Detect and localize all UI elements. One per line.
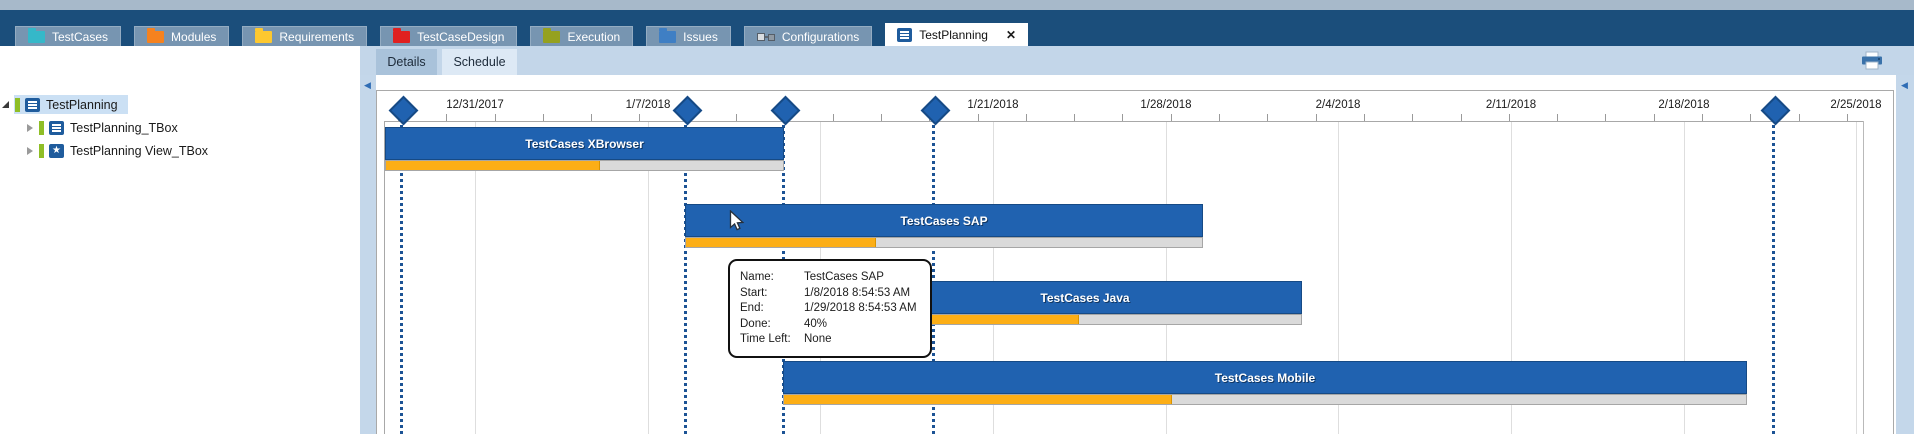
- tab-testcases[interactable]: TestCases: [15, 26, 121, 46]
- folder-icon: [543, 31, 560, 43]
- tree-item-testplanning-tbox[interactable]: TestPlanning_TBox: [27, 118, 188, 137]
- expander-expanded-icon[interactable]: [2, 101, 9, 108]
- tab-label: Requirements: [279, 30, 354, 44]
- tab-modules[interactable]: Modules: [134, 26, 229, 46]
- gantt-bar-label: TestCases XBrowser: [525, 137, 644, 151]
- right-collapse-arrow-icon[interactable]: ◀: [1901, 78, 1908, 92]
- status-marker: [15, 98, 20, 112]
- window-top-strip: [0, 0, 1914, 10]
- plot-left-border: [384, 121, 385, 434]
- folder-icon: [659, 31, 676, 43]
- tree-splitter[interactable]: ◀: [360, 75, 376, 434]
- tree-item-testplanning[interactable]: TestPlanning: [2, 95, 128, 114]
- gantt-bar-testcases-sap[interactable]: TestCases SAP: [685, 204, 1203, 237]
- print-icon: [1859, 51, 1885, 71]
- tree-item-content[interactable]: TestPlanning_TBox: [38, 118, 188, 137]
- subtab-schedule[interactable]: Schedule: [442, 49, 517, 75]
- configurations-icon: [757, 32, 775, 42]
- project-tree-panel: TestPlanning TestPlanning_TBox ★ TestPlanni…: [0, 46, 360, 434]
- tab-testcasedesign[interactable]: TestCaseDesign: [380, 26, 517, 46]
- tab-label: TestPlanning: [919, 28, 988, 42]
- tree-item-label: TestPlanning View_TBox: [70, 144, 208, 158]
- timeline-axis: [384, 121, 1863, 122]
- tree-item-label: TestPlanning_TBox: [70, 121, 178, 135]
- view-icon: ★: [49, 144, 64, 158]
- expander-collapsed-icon[interactable]: [27, 124, 33, 132]
- folder-icon: [255, 31, 272, 43]
- tab-label: Modules: [171, 30, 216, 44]
- tab-testplanning[interactable]: TestPlanning ✕: [885, 23, 1028, 46]
- print-button[interactable]: [1859, 51, 1885, 71]
- folder-icon: [393, 31, 410, 43]
- document-icon: [897, 28, 912, 42]
- tab-execution[interactable]: Execution: [530, 26, 633, 46]
- gantt-bar-label: TestCases Mobile: [1215, 371, 1315, 385]
- plot-right-border: [1863, 121, 1864, 434]
- gantt-bar-testcases-java[interactable]: TestCases Java: [868, 281, 1302, 314]
- tree-item-testplanning-view-tbox[interactable]: ★ TestPlanning View_TBox: [27, 141, 218, 160]
- gantt-bar-label: TestCases Java: [1040, 291, 1129, 305]
- app-window: TestCases Modules Requirements TestCaseDesi…: [0, 0, 1914, 434]
- folder-icon: [28, 31, 45, 43]
- schedule-subtab-bar: DetailsSchedule: [360, 46, 1914, 75]
- gantt-bar-label: TestCases SAP: [900, 214, 987, 228]
- expander-collapsed-icon[interactable]: [27, 147, 33, 155]
- collapse-tree-arrow-icon[interactable]: ◀: [364, 78, 371, 92]
- gantt-bar-testcases-mobile[interactable]: TestCases Mobile: [783, 361, 1747, 394]
- tab-requirements[interactable]: Requirements: [242, 26, 367, 46]
- folder-icon: [147, 31, 164, 43]
- tab-configurations[interactable]: Configurations: [744, 26, 872, 46]
- tab-label: TestCases: [52, 30, 108, 44]
- subtab-details[interactable]: Details: [376, 49, 437, 75]
- testplan-icon: [49, 121, 64, 135]
- testplan-icon: [25, 98, 40, 112]
- tab-label: TestCaseDesign: [417, 30, 504, 44]
- tab-label: Configurations: [782, 30, 859, 44]
- tree-item-label: TestPlanning: [46, 98, 118, 112]
- tree-item-content[interactable]: TestPlanning: [14, 95, 128, 114]
- right-scroll-strip[interactable]: ◀: [1896, 75, 1914, 434]
- tab-label: Issues: [683, 30, 718, 44]
- status-marker: [39, 121, 44, 135]
- gantt-bar-testcases-xbrowser[interactable]: TestCases XBrowser: [385, 127, 784, 160]
- main-tab-bar: TestCases Modules Requirements TestCaseDesi…: [0, 10, 1914, 46]
- tab-issues[interactable]: Issues: [646, 26, 731, 46]
- status-marker: [39, 144, 44, 158]
- tree-item-content[interactable]: ★ TestPlanning View_TBox: [38, 141, 218, 160]
- close-tab-icon[interactable]: ✕: [1006, 28, 1016, 42]
- tab-label: Execution: [567, 30, 620, 44]
